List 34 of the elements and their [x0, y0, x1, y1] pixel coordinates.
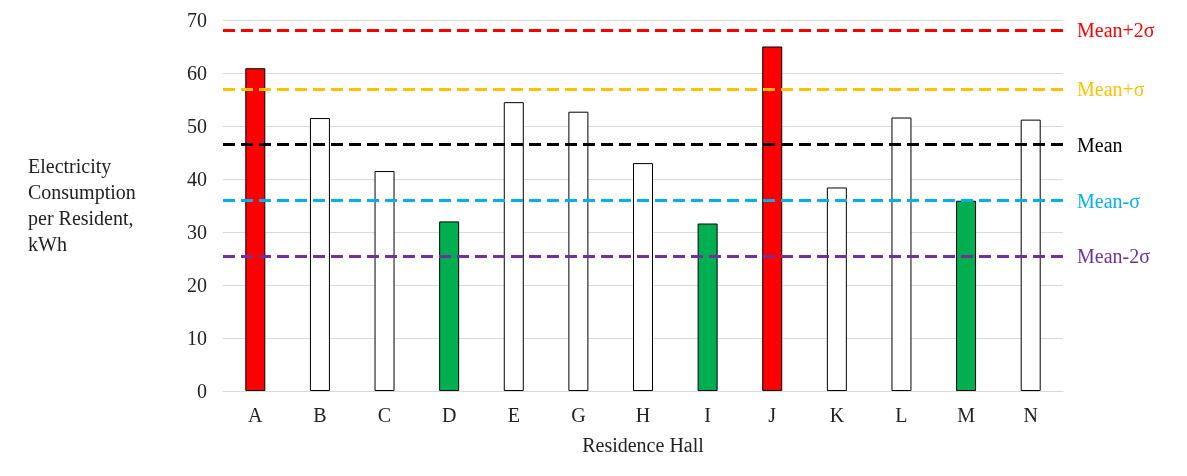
- y-tick-label: 0: [197, 380, 207, 402]
- ref-line-label: Mean-2σ: [1077, 245, 1151, 268]
- y-tick-label: 60: [187, 62, 207, 84]
- x-tick-label: H: [635, 404, 651, 426]
- bar: [826, 187, 847, 391]
- bar: [439, 221, 460, 391]
- bar: [956, 200, 977, 391]
- y-tick-label: 40: [187, 168, 207, 190]
- ref-line-label: Mean-σ: [1077, 189, 1141, 212]
- y-tick-label: 50: [187, 115, 207, 137]
- y-tick-label: 30: [187, 221, 207, 243]
- ref-line-label: Mean: [1077, 133, 1123, 156]
- ref-line-label: Mean+σ: [1077, 77, 1145, 100]
- x-tick-label: C: [377, 404, 392, 426]
- x-tick-label: E: [507, 404, 520, 426]
- x-axis-title: Residence Hall: [582, 434, 705, 456]
- ref-line-label: Mean+2σ: [1077, 19, 1155, 42]
- y-tick-label: 20: [187, 274, 207, 296]
- x-tick-label: B: [313, 404, 327, 426]
- x-tick-label: L: [895, 404, 908, 426]
- bar: [633, 163, 653, 391]
- x-tick-label: D: [441, 404, 457, 426]
- y-axis-title: Electricity Consumption per Resident, kWh: [28, 155, 141, 255]
- x-tick-label: N: [1023, 404, 1038, 426]
- y-tick-label: 10: [187, 327, 207, 349]
- x-tick-label: A: [248, 404, 264, 426]
- x-tick-label: J: [768, 404, 777, 426]
- x-tick-label: I: [704, 404, 711, 426]
- x-tick-label: K: [829, 404, 845, 426]
- x-tick-label: M: [957, 404, 976, 426]
- bar: [374, 171, 395, 391]
- bar: [697, 223, 718, 391]
- y-tick-label: 70: [187, 9, 207, 31]
- x-tick-label: G: [571, 404, 586, 426]
